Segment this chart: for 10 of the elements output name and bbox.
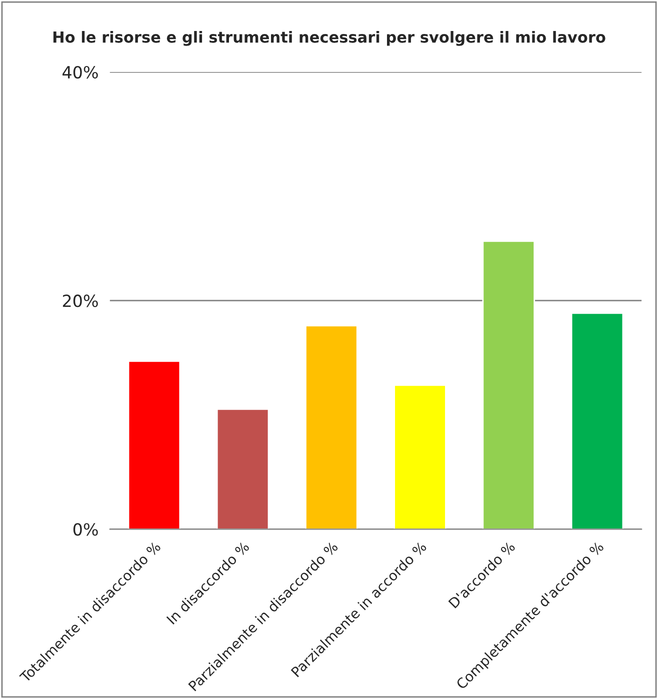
chart-title: Ho le risorse e gli strumenti necessari per svolgere il mio lavoro: [53, 30, 606, 46]
bar: [394, 384, 446, 530]
bar: [128, 360, 181, 530]
bar: [570, 312, 624, 530]
y-tick-label: 40%: [62, 66, 98, 79]
bar: [305, 325, 358, 530]
y-tick-label: 0%: [73, 523, 98, 536]
bar: [482, 240, 536, 530]
bar: [216, 408, 270, 530]
y-tick-label: 20%: [62, 294, 98, 308]
